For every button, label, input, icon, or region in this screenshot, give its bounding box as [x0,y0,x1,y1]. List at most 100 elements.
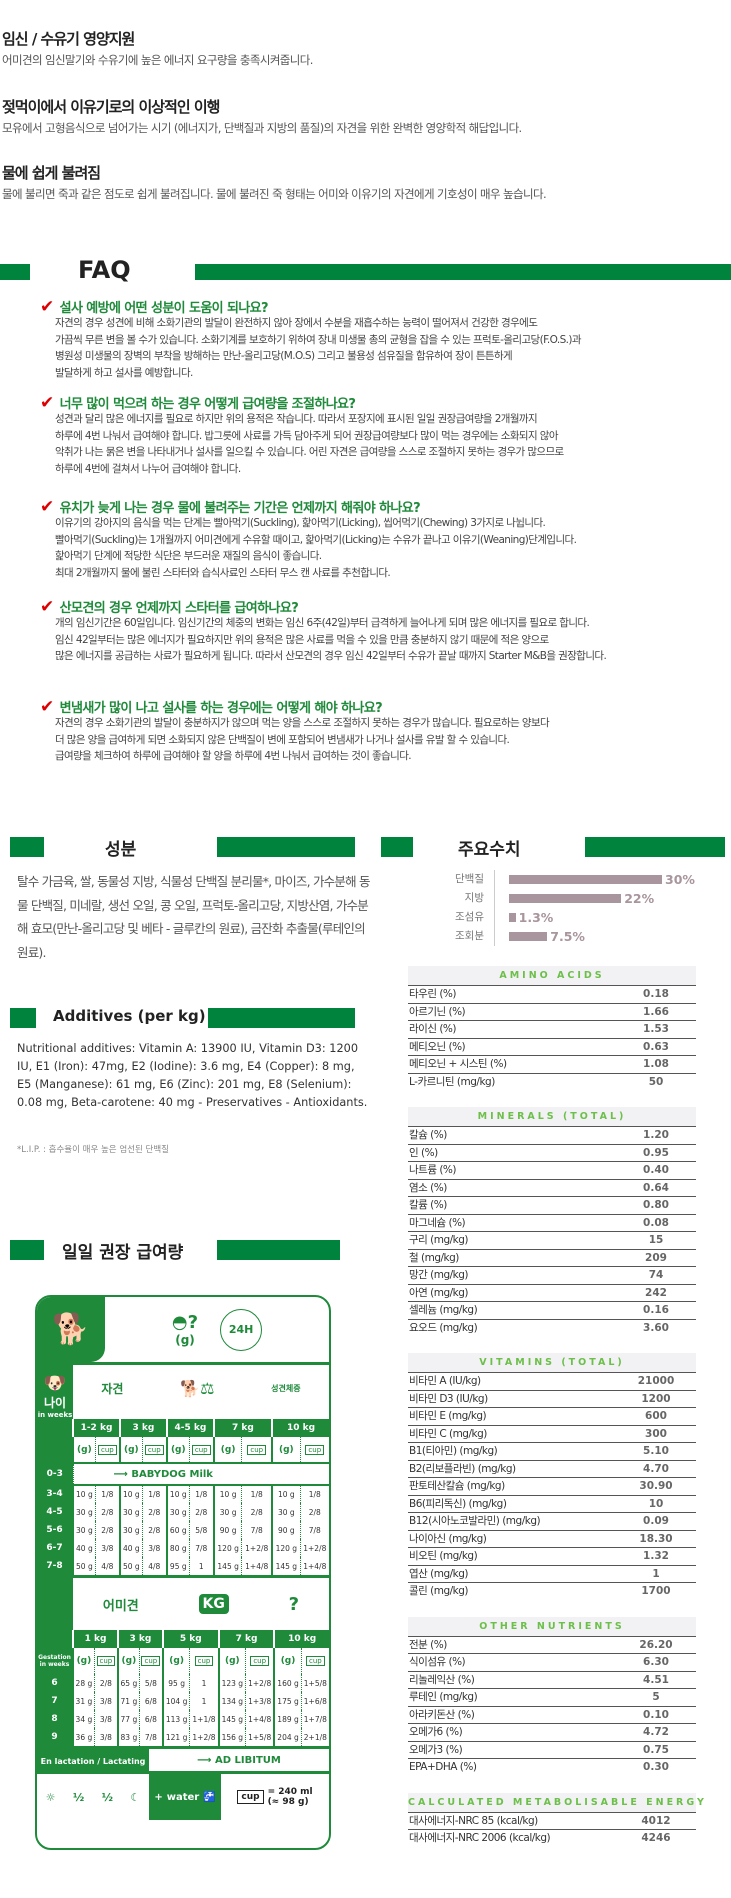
cup-label: cup [191,1444,211,1455]
nutrient-value: 50 [648,1075,664,1088]
amount-cell: 71 g [116,1692,140,1710]
faq-answer-line: 악취가 나는 묽은 변을 나타내거나 설사를 일으킬 수 있습니다. 어린 자견… [55,446,564,458]
nutrient-value: 0.18 [643,988,669,1000]
nutrient-name: 칼륨 (%) [409,1199,447,1211]
puppy-label: 자견 [101,1381,124,1396]
faq-question-text: 설사 예방에 어떤 성분이 도움이 되나요? [59,301,269,316]
nutrient-value: 1.66 [643,1005,669,1018]
nutrient-table-header: OTHER NUTRIENTS [408,1616,696,1637]
amount-cell: 30 g [71,1503,96,1521]
amount-cell: 145 g [271,1557,301,1575]
bar-row: 지방 22% [450,889,695,908]
bar [509,875,662,884]
nutrient-value: 1.08 [643,1058,669,1070]
feeding-row: 4-5 30 g 2/8 30 g 2/8 30 g 2/8 30 g 2/8 30 g 2/8 [37,1503,329,1521]
nutrient-row: L-카르니틴 (mg/kg) 50 [408,1074,696,1092]
cup-label: cup [241,1792,260,1802]
nutrient-value: 600 [645,1410,667,1422]
amount-cell: 123 g [217,1674,246,1692]
ingredients-text: 탈수 가금육, 쌀, 동물성 지방, 식물성 단백질 분리물*, 마이즈, 가수… [17,874,370,960]
faucet-icon: 🚰 [203,1791,216,1803]
weight-header: 3 kg [118,1419,167,1437]
nutrient-value: 300 [645,1427,667,1440]
feeding-row: 5-6 30 g 2/8 30 g 2/8 60 g 5/8 90 g 7/8 90 g 7/8 [37,1521,329,1539]
amount-cell: 1/8 [188,1485,214,1503]
half-label: ½ [72,1790,85,1804]
nutrient-row: 비오틴 (mg/kg) 1.32 [408,1548,696,1566]
nutrient-name: 염소 (%) [409,1181,447,1194]
feeding-title: 일일 권장 급여량 [62,1243,184,1263]
amount-cell: 3/8 [94,1539,120,1557]
nutrient-row: 식이섬유 (%) 6.30 [408,1654,696,1672]
amount-cell: 30 g [271,1503,301,1521]
weight-header: 7 kg [217,1630,275,1648]
water-label: water [166,1791,200,1803]
additives-title: Additives (per kg) [53,1007,206,1025]
amount-cell: 28 g [71,1674,95,1692]
feeding-row: 7 31 g 3/8 71 g 6/8 104 g 1 134 g 1+3/8 175 g 1+6/… [37,1692,329,1710]
question-mark: ? [288,1593,300,1615]
bar-value: 30% [665,872,695,887]
grams-header: (g) [165,1437,190,1463]
bar [509,932,548,941]
nutrient-row: B1(티아민) (mg/kg) 5.10 [408,1443,696,1461]
nutrient-name: 판토테산칼슘 (mg/kg) [409,1480,505,1492]
amount-cell: 50 g [118,1557,143,1575]
nutrient-value: 0.10 [643,1708,669,1721]
amount-cell: 10 g [165,1485,190,1503]
cup-label: cup [305,1656,325,1666]
nutrient-value: 0.63 [643,1040,669,1053]
bar-value: 7.5% [550,929,585,944]
faq-answer-line: 하루에 4번에 걸쳐서 나누어 급여해야 합니다. [55,462,241,475]
gestation-label: Gestation in weeks [37,1648,73,1674]
cup-icon: cup [188,1437,214,1463]
nutrient-value: 0.08 [643,1216,669,1229]
faq-answer-line: 핥아먹기 단계에 적당한 식단은 부드러운 재질의 음식이 좋습니다. [55,550,322,562]
weight-header: 5 kg [161,1630,219,1648]
faq-title: FAQ [78,256,131,284]
dog-scale-icon: 🐕⚖ [180,1378,215,1398]
nutrient-value: 0.80 [643,1199,669,1211]
amount-cell: 175 g [273,1692,302,1710]
nutrient-name: 나이아신 (mg/kg) [409,1532,487,1545]
nutrient-name: 메티오닌 + 시스틴 (%) [409,1058,507,1070]
amount-cell: 60 g [165,1521,190,1539]
nutrient-row: 비타민 C (mg/kg) 300 [408,1426,696,1443]
nutrient-value: 3.60 [643,1321,669,1334]
nutrient-row: 라이신 (%) 1.53 [408,1021,696,1039]
cup-weight: (≈ 98 g) [267,1797,309,1807]
faq-answer-line: 개의 임신기간은 60일입니다. 임신기간의 체중의 변화는 임신 6주(42일… [55,617,590,629]
amount-cell: 1+2/8 [241,1539,273,1557]
grams-label: (g) [175,1333,195,1347]
nutrient-name: B12(시아노코발라민) (mg/kg) [409,1515,541,1527]
nutrient-name: 마그네슘 (%) [409,1216,466,1229]
dog-eating-icon: 🐕 [37,1297,105,1362]
nutrient-value: 1.32 [643,1550,669,1562]
age-cell: 5-6 [37,1521,73,1539]
nutrient-value: 18.30 [639,1532,673,1545]
divider [0,264,30,280]
nutrient-value: 242 [645,1286,667,1299]
amount-cell: 30 g [165,1503,190,1521]
bar-label: 단백질 [450,870,495,889]
nutrient-row: 칼륨 (%) 0.80 [408,1197,696,1215]
nutrient-table-header: MINERALS (TOTAL) [408,1107,696,1127]
amount-cell: 204 g [273,1728,302,1746]
nutrient-value: 1.53 [643,1023,669,1035]
grams-header: (g) [118,1437,143,1463]
cup-label: cup [141,1656,161,1666]
age-cell: 6-7 [37,1539,73,1557]
nutrient-row: B6(피리독신) (mg/kg) 10 [408,1496,696,1513]
nutrient-name: EPA+DHA (%) [409,1761,477,1773]
grams-header: (g) [116,1648,140,1674]
nutrient-name: 구리 (mg/kg) [409,1234,469,1246]
nutrient-name: 아르기닌 (%) [409,1005,466,1018]
nutrient-name: 비타민 D3 (IU/kg) [409,1392,488,1405]
nutrient-name: 라이신 (%) [409,1023,457,1035]
amount-cell: 30 g [118,1503,143,1521]
nutrient-name: L-카르니틴 (mg/kg) [409,1075,495,1088]
nutrient-name: 나트륨 (%) [409,1164,457,1176]
faq-answer-line: 빨아먹기(Suckling)는 1개월까지 어미견에게 수유할 때이고, 핥아먹… [55,533,577,546]
age-cell: 7 [37,1692,73,1710]
faq-answer-line: 자견의 경우 성견에 비해 소화기관의 발달이 완전하지 않아 장에서 수분을 … [55,317,538,329]
